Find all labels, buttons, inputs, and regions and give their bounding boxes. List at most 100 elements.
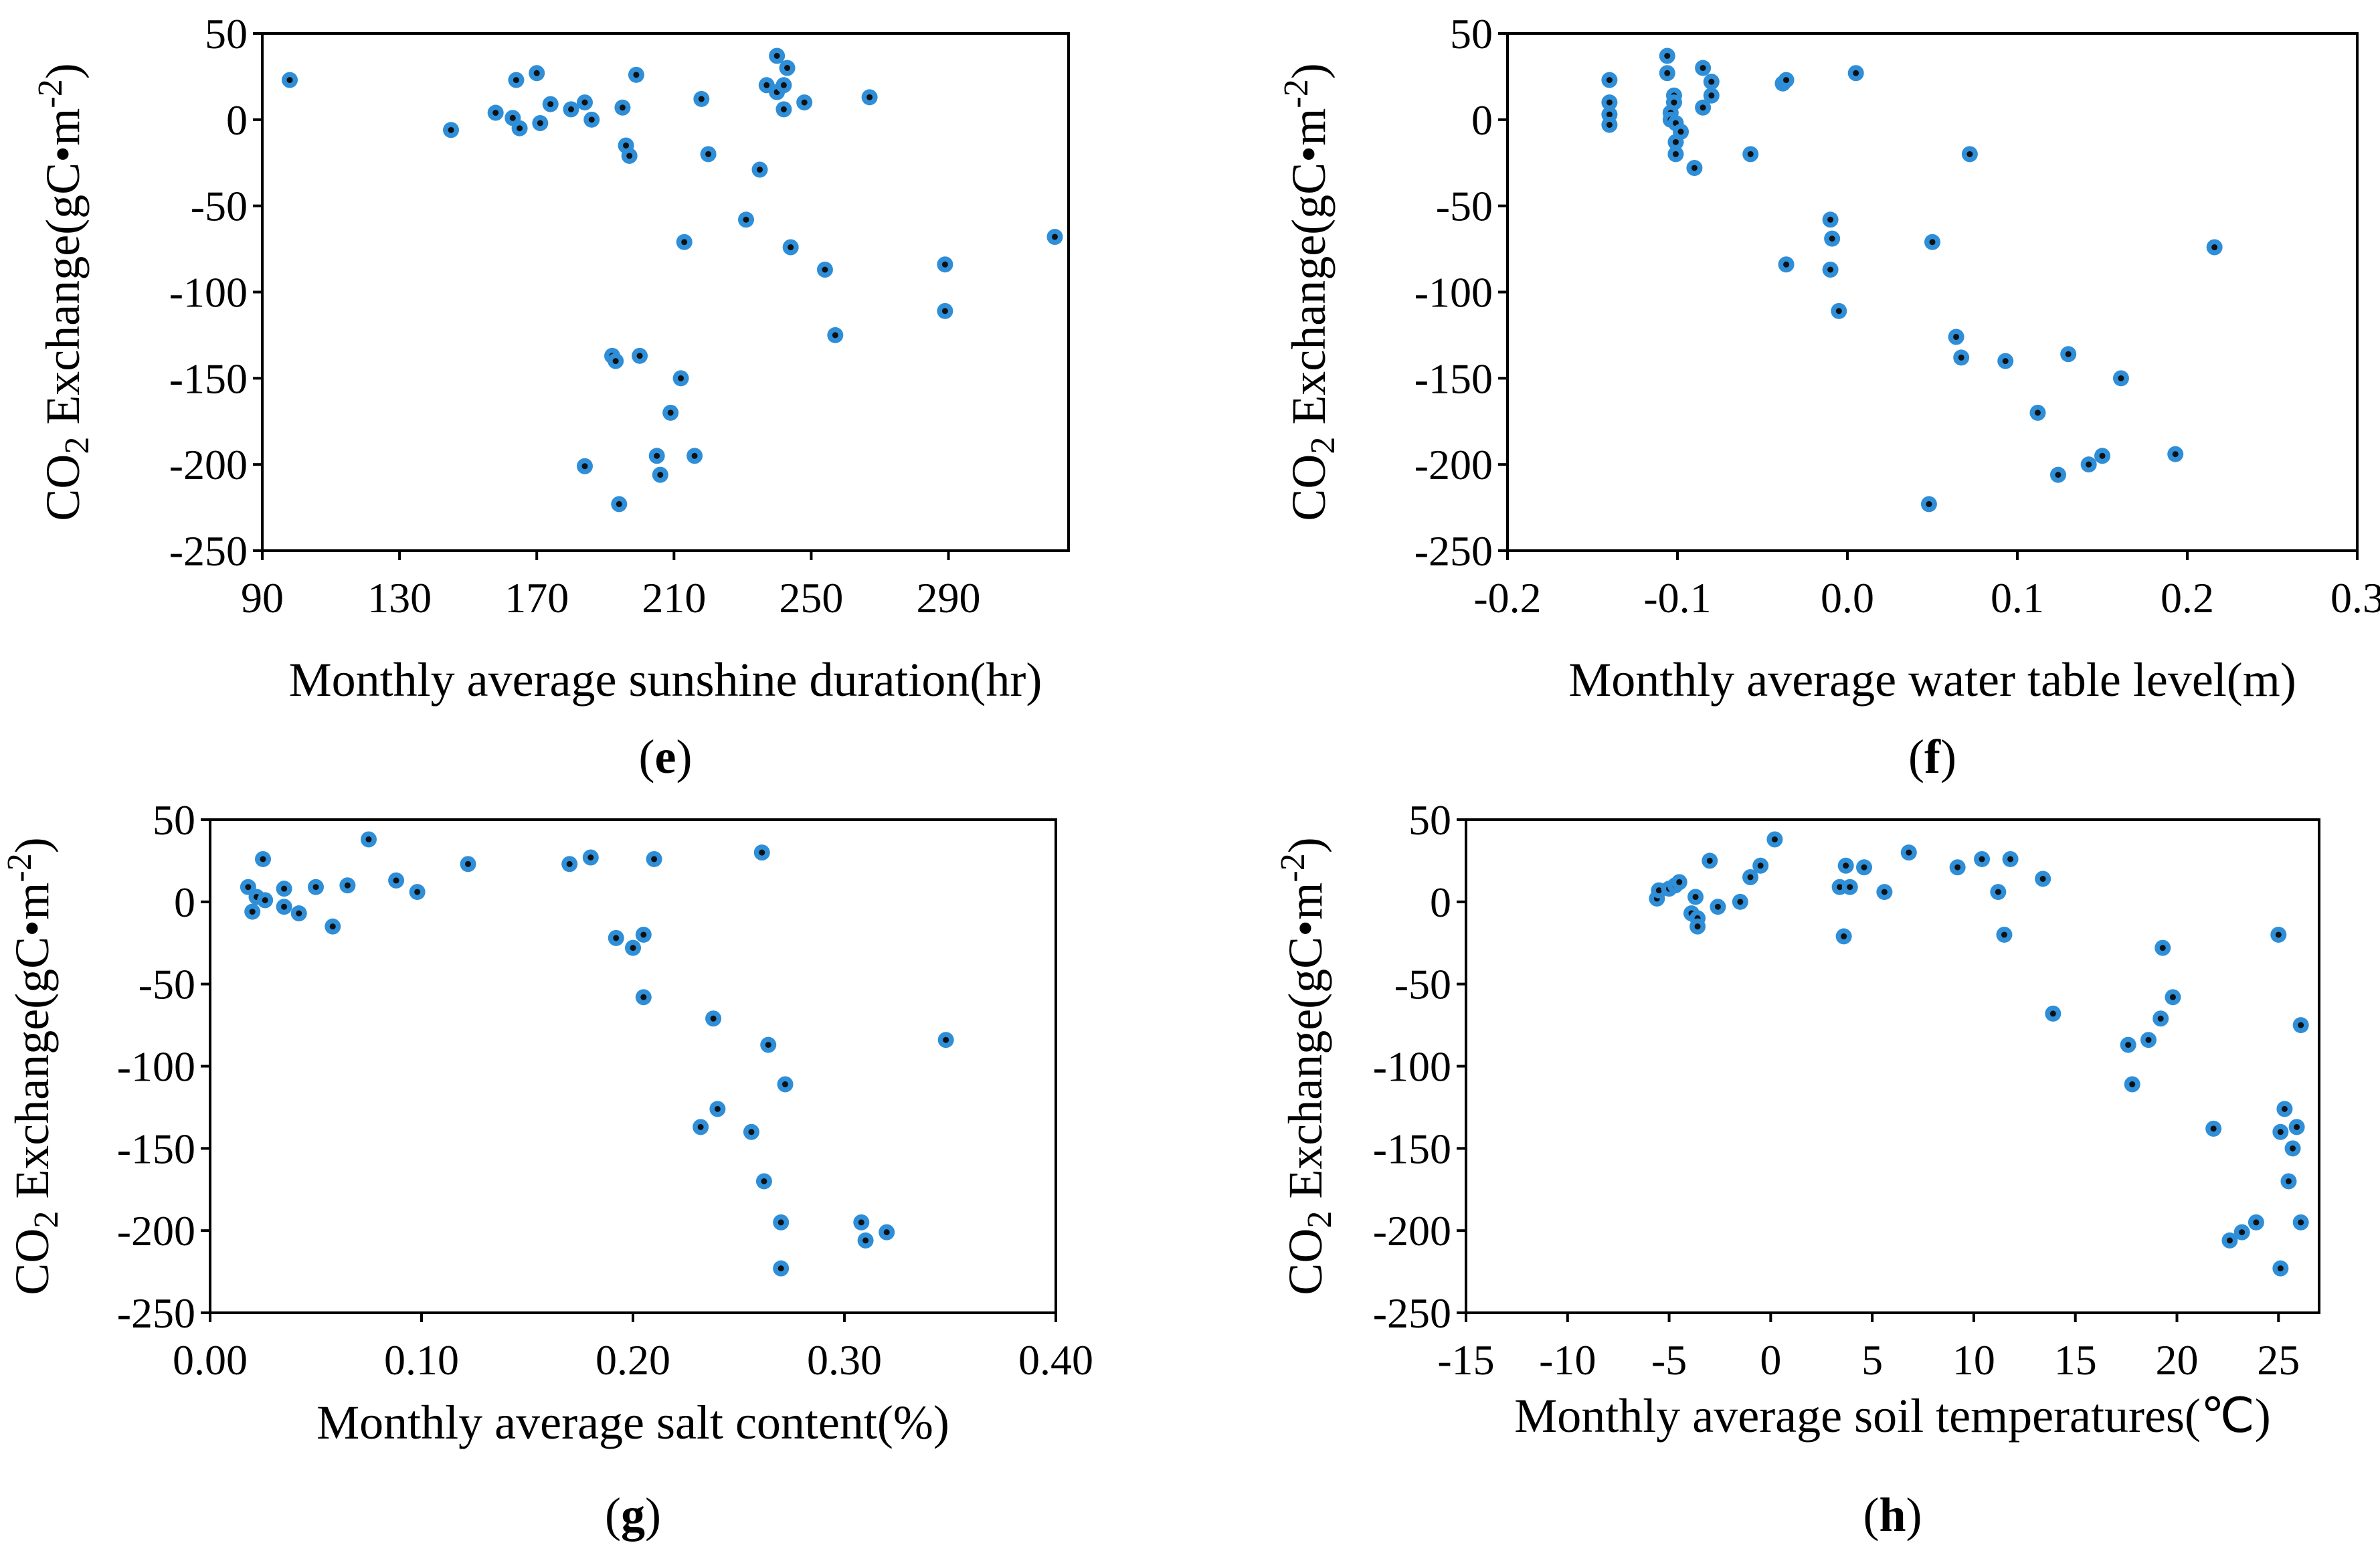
chart-f-point-center (2065, 351, 2072, 357)
chart-h-point (2272, 1260, 2289, 1277)
chart-f-point-center (1926, 500, 1932, 507)
chart-f-point (1673, 123, 1689, 140)
chart-h-point-center (2298, 1022, 2304, 1028)
chart-g-point (635, 926, 652, 943)
chart-f-x-axis-label: Monthly average water table level(m) (1568, 653, 2296, 707)
chart-h-point-center (2253, 1219, 2260, 1226)
chart-g-point (709, 1101, 726, 1117)
chart-h-ytick-label: -100 (1373, 1043, 1451, 1091)
chart-h-panel-paren: ( (1863, 1488, 1879, 1542)
chart-e-y-axis-label-part: CO (36, 454, 90, 521)
chart-g-point (743, 1123, 759, 1140)
chart-e-xtick-label: 170 (505, 574, 569, 622)
chart-f-point (2049, 466, 2066, 483)
chart-e-point (686, 448, 703, 464)
chart-f-point-center (2118, 375, 2124, 381)
chart-h-x-axis-label: Monthly average soil temperatures(℃) (1514, 1389, 2270, 1443)
chart-g-ytick-label: -250 (117, 1289, 195, 1337)
chart-g-ytick-label: 50 (153, 796, 195, 844)
chart-e-point (751, 161, 768, 178)
chart-f-xtick-label: 0.1 (1991, 574, 2044, 622)
chart-f-point (1847, 65, 1864, 82)
chart-f-point (1601, 94, 1618, 111)
chart-e-point-center (788, 244, 794, 251)
chart-f-point (1667, 146, 1684, 163)
chart-h-point (1710, 899, 1726, 915)
chart-h-point (2292, 1017, 2309, 1034)
chart-h-point-center (2145, 1036, 2152, 1043)
chart-f-point-center (1606, 122, 1613, 128)
chart-e-y-axis-label-sub: 2 (58, 437, 96, 454)
chart-g-point-center (765, 1042, 771, 1048)
chart-e-point (628, 66, 644, 83)
chart-h-point-center (1692, 893, 1699, 900)
chart-f-ytick-label: -150 (1414, 355, 1493, 402)
chart-h-ytick-label: 0 (1430, 879, 1451, 926)
chart-f-ytick-label: -200 (1414, 441, 1493, 488)
chart-e-point (487, 104, 504, 121)
chart-g-point-center (566, 860, 573, 867)
chart-e-point (937, 302, 953, 319)
chart-g-point (760, 1036, 777, 1053)
chart-g-point-center (262, 897, 268, 903)
chart-h-ytick-label: 50 (1408, 796, 1451, 844)
chart-f-y-axis-label-part: CO (1282, 454, 1336, 521)
chart-e-point-center (509, 114, 516, 121)
chart-e-point-center (588, 116, 595, 123)
chart-h-ytick-label: -50 (1394, 961, 1451, 1008)
chart-g-xtick-label: 0.20 (596, 1336, 670, 1384)
chart-e-point (648, 448, 665, 464)
chart-h-panel-paren: ) (1906, 1488, 1922, 1542)
chart-h-point (1835, 928, 1852, 945)
chart-g-point-center (312, 884, 319, 891)
chart-g-point (937, 1032, 954, 1048)
chart-g-point-center (759, 849, 765, 856)
chart-e-point (769, 48, 786, 64)
chart-f-point-center (1671, 99, 1677, 106)
chart-f-ytick-label: 50 (1450, 10, 1493, 58)
chart-f-point-center (2002, 358, 2009, 365)
chart-e-point (861, 89, 878, 106)
chart-e-point-center (866, 94, 873, 100)
chart-g-point-center (260, 856, 266, 862)
chart-g-point-center (761, 1178, 767, 1184)
chart-g-ytick-label: 0 (174, 879, 195, 926)
chart-g-point-center (249, 909, 256, 915)
chart-f-point (1822, 262, 1839, 278)
chart-f-point-center (1606, 99, 1613, 106)
chart-h-y-axis-label: CO2 Exchange(gC•m-2) (1274, 837, 1339, 1295)
chart-h-point-center (2157, 1015, 2164, 1022)
chart-h-point (2045, 1005, 2062, 1022)
chart-f-y-axis-label-part: Exchange(gC•m (1282, 108, 1336, 437)
chart-e-point-center (626, 153, 633, 159)
chart-f-point-center (1747, 151, 1754, 157)
chart-f-point-center (1700, 104, 1706, 111)
chart-g-ytick-label: -150 (117, 1125, 195, 1172)
chart-e-point-center (832, 332, 838, 339)
chart-e-ytick-label: 0 (226, 96, 248, 144)
chart-h-point-center (2277, 1265, 2284, 1272)
chart-h-point-center (2294, 1123, 2300, 1130)
chart-g-point (625, 939, 641, 956)
chart-e-ytick-label: -200 (169, 441, 248, 488)
chart-h-point-center (1706, 857, 1713, 864)
chart-g-point (755, 1173, 772, 1190)
chart-g-point (308, 879, 324, 895)
chart-g-plot-frame (209, 818, 1057, 1314)
chart-g-point (857, 1232, 874, 1249)
chart-g-panel-paren: ) (645, 1488, 661, 1542)
chart-g-point-center (329, 923, 336, 930)
chart-h-xtick-label: -5 (1651, 1336, 1687, 1384)
chart-e-point-center (780, 106, 787, 112)
chart-h-point-center (1655, 887, 1662, 894)
chart-f-point (1665, 94, 1682, 111)
chart-h-point-center (2159, 945, 2166, 951)
chart-e-point-center (492, 110, 499, 116)
chart-e-point (577, 94, 593, 111)
chart-g-point-center (640, 931, 647, 938)
chart-e-panel-label: (e) (639, 730, 693, 784)
chart-h-ytick-label: -250 (1373, 1289, 1451, 1337)
chart-e-point (782, 239, 799, 256)
chart-e-point-center (763, 82, 770, 88)
